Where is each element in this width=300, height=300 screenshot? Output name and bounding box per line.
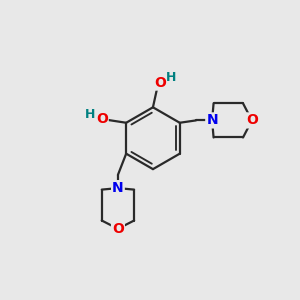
- Text: O: O: [96, 112, 108, 126]
- Text: O: O: [154, 76, 166, 90]
- Text: N: N: [206, 113, 218, 128]
- Text: N: N: [112, 181, 124, 195]
- Text: H: H: [85, 108, 95, 121]
- Text: O: O: [246, 113, 258, 128]
- Text: O: O: [112, 222, 124, 236]
- Text: H: H: [165, 71, 176, 84]
